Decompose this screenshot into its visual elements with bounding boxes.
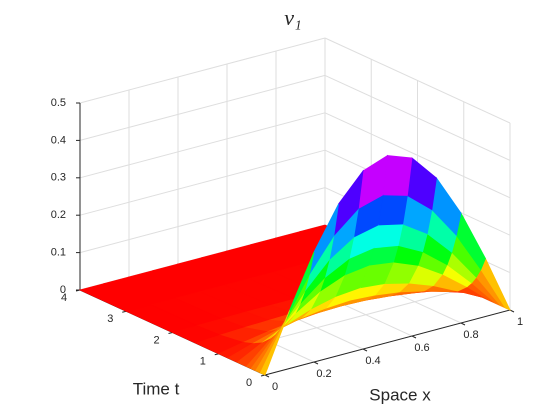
x-tick [264, 374, 270, 378]
x-tick-label: 0.6 [414, 342, 429, 354]
y-tick [168, 332, 173, 334]
y-tick-label: 4 [61, 292, 67, 304]
grid-line [79, 112, 326, 179]
x-tick [411, 335, 417, 339]
z-tick-label: 0.3 [51, 172, 66, 184]
grid-line [324, 74, 511, 161]
x-tick [362, 348, 368, 352]
y-tick-label: 2 [153, 334, 159, 346]
x-tick [460, 322, 466, 326]
y-tick [260, 374, 266, 377]
grid-line [79, 74, 326, 141]
y-tick [122, 310, 127, 313]
grid-line [324, 37, 511, 124]
y-tick-label: 3 [107, 313, 113, 325]
z-tick-label: 0 [60, 284, 66, 296]
z-tick-label: 0.5 [51, 97, 66, 109]
x-tick-label: 0.8 [463, 329, 478, 341]
grid-line [79, 149, 326, 216]
x-tick-label: 1 [517, 316, 523, 328]
x-tick-label: 0.2 [316, 368, 331, 380]
y-tick-label: 1 [200, 356, 206, 368]
surface-patch [377, 194, 408, 226]
grid-line [324, 112, 511, 199]
x-axis [264, 309, 511, 376]
surface-patch [382, 155, 413, 196]
surface-patch [259, 310, 290, 376]
x-tick-label: 0 [272, 381, 278, 393]
chart-title: v₁ [284, 5, 301, 30]
x-axis-label: Space x [369, 385, 431, 404]
x-tick-label: 0.4 [365, 355, 380, 367]
y-axis-label: Time t [133, 379, 180, 398]
grid-line [79, 37, 326, 104]
z-tick-label: 0.4 [51, 134, 66, 146]
y-tick [214, 353, 219, 356]
z-tick-label: 0.2 [51, 209, 66, 221]
grid-line [79, 187, 326, 254]
z-tick-label: 0.1 [51, 247, 66, 259]
x-tick [313, 361, 319, 365]
y-tick-label: 0 [246, 377, 252, 389]
x-tick [509, 309, 515, 313]
